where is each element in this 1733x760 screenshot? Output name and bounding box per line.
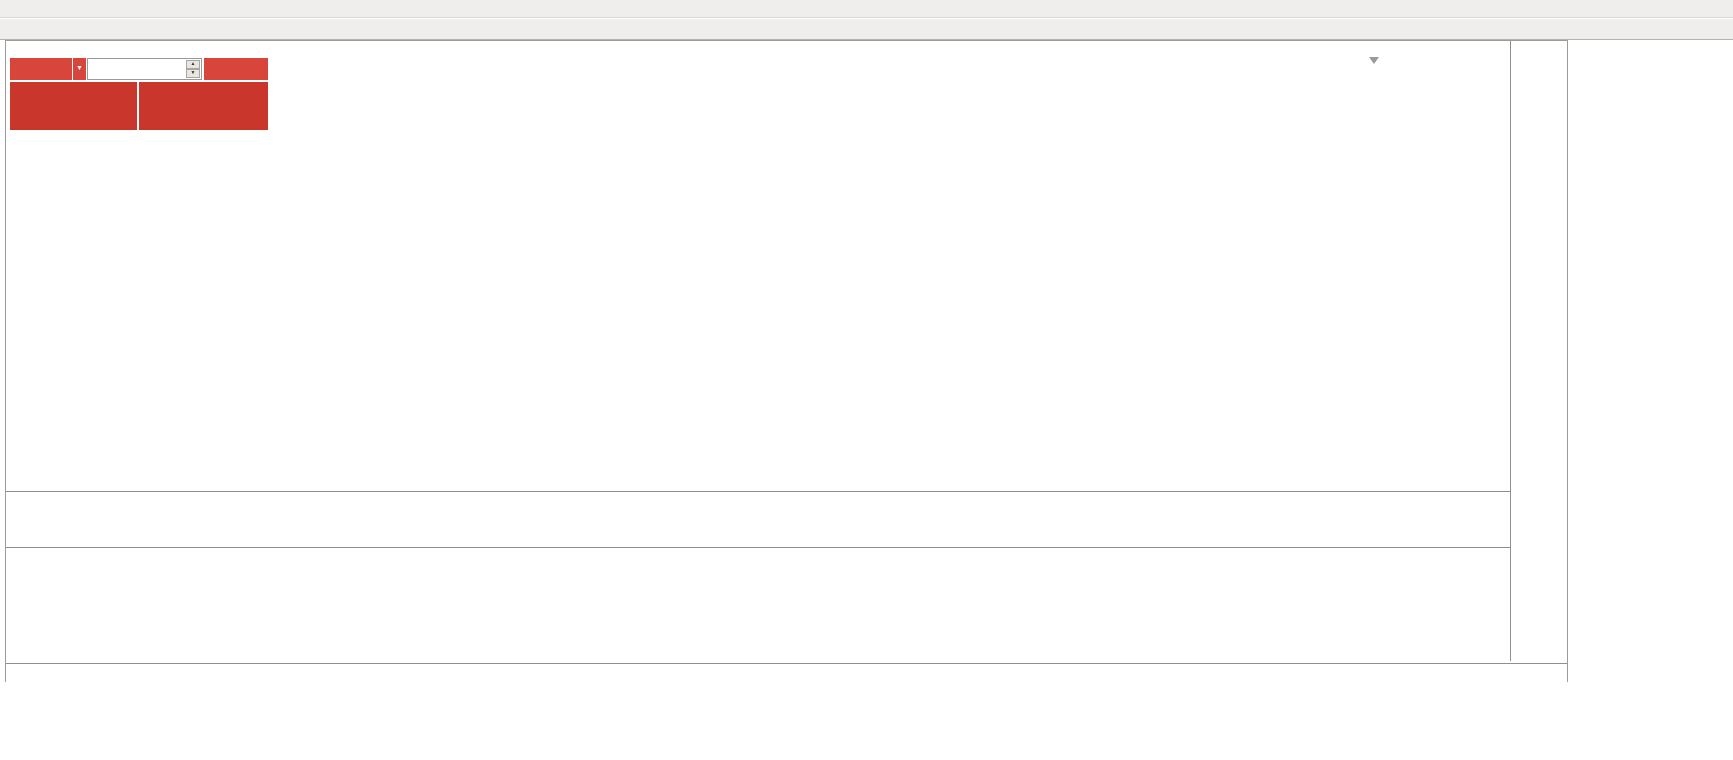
toolbar-drawing-and-timeframes: [0, 19, 1733, 40]
rsi-pane-splitter[interactable]: [6, 547, 1567, 548]
sell-button[interactable]: [10, 58, 72, 80]
chart-window: ▼ ▲ ▼: [5, 40, 1568, 682]
volume-decrease-button[interactable]: ▼: [186, 69, 200, 78]
volume-field: ▲ ▼: [87, 58, 202, 80]
one-click-trading-panel: ▼ ▲ ▼: [10, 58, 268, 130]
chart-shift-marker[interactable]: [1369, 57, 1379, 64]
toolbar-top: [0, 0, 1733, 18]
volume-increase-button[interactable]: ▲: [186, 60, 200, 69]
rsi-pane-canvas[interactable]: [6, 547, 1510, 663]
macd-pane-canvas[interactable]: [6, 491, 1510, 547]
price-axis[interactable]: [1510, 41, 1567, 661]
rsi-indicator-label: [11, 549, 17, 561]
macd-pane-splitter[interactable]: [6, 491, 1567, 492]
volume-input[interactable]: [89, 60, 185, 78]
time-axis[interactable]: [6, 663, 1567, 682]
volume-dropdown-button[interactable]: ▼: [73, 58, 86, 80]
macd-indicator-label: [11, 493, 23, 505]
buy-price-display: [139, 82, 268, 130]
buy-button[interactable]: [204, 58, 268, 80]
sell-price-display: [10, 82, 137, 130]
chart-title: [13, 44, 27, 56]
